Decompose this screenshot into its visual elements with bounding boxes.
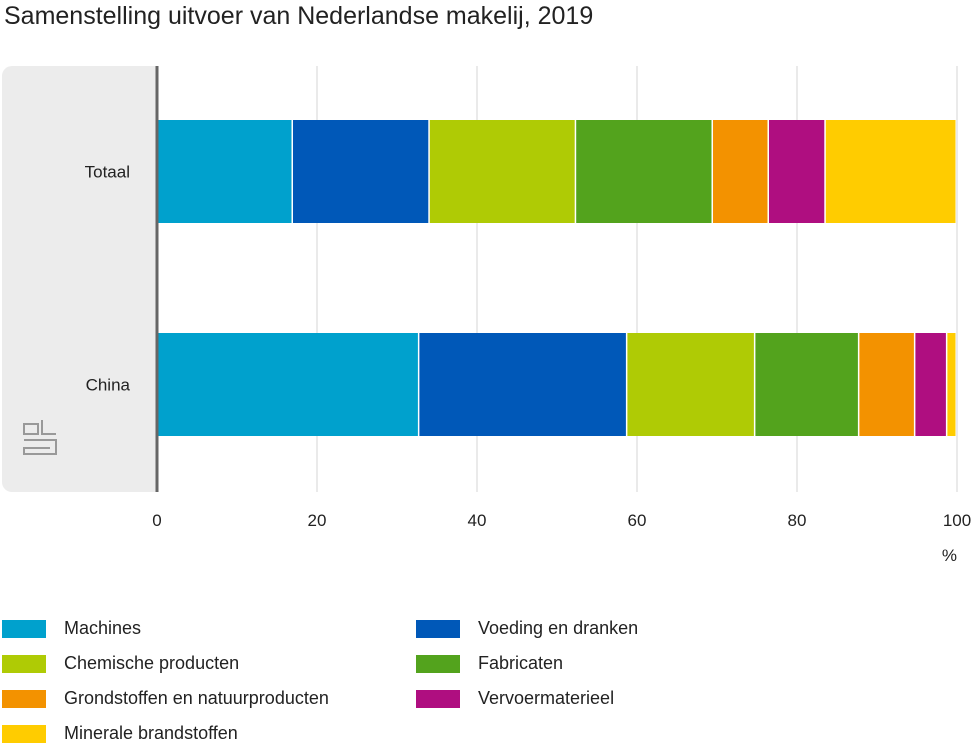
bar-segment[interactable] <box>419 333 626 436</box>
chart-plot: 0 20 40 60 80 100% Totaal China <box>23 66 971 565</box>
legend-item[interactable]: Machines <box>2 618 141 639</box>
legend-swatch <box>2 689 46 708</box>
bar-segment[interactable] <box>429 120 575 223</box>
x-axis-label: % <box>942 546 957 565</box>
legend-item[interactable]: Grondstoffen en natuurproducten <box>2 688 329 709</box>
bar-segment[interactable] <box>157 120 292 223</box>
x-tick-label: 60 <box>628 511 647 530</box>
legend-label: Minerale brandstoffen <box>64 723 238 743</box>
legend-swatch <box>416 689 460 708</box>
legend-label: Fabricaten <box>478 653 564 673</box>
legend-label: Chemische producten <box>64 653 240 673</box>
bar-segment[interactable] <box>755 333 858 436</box>
legend-item[interactable]: Fabricaten <box>416 653 563 674</box>
bar-segment[interactable] <box>627 333 754 436</box>
bar-segment[interactable] <box>576 120 712 223</box>
legend-label: Grondstoffen en natuurproducten <box>64 688 329 708</box>
chart-title: Samenstelling uitvoer van Nederlandse ma… <box>4 2 594 30</box>
bar-segment[interactable] <box>157 333 418 436</box>
bar-segment[interactable] <box>293 120 429 223</box>
legend-label: Voeding en dranken <box>478 618 639 638</box>
bar-segment[interactable] <box>915 333 946 436</box>
legend-label: Machines <box>64 618 142 638</box>
category-label: Totaal <box>85 163 130 182</box>
legend-swatch <box>2 724 46 743</box>
cbs-logo-icon <box>23 420 57 455</box>
x-tick-label: 20 <box>308 511 327 530</box>
legend-swatch <box>416 619 460 638</box>
legend-item[interactable]: Chemische producten <box>2 653 239 674</box>
legend-label: Vervoermaterieel <box>478 688 615 708</box>
category-axis-panel <box>2 66 158 492</box>
legend-item[interactable]: Vervoermaterieel <box>416 688 614 709</box>
category-label: China <box>86 376 131 395</box>
x-tick-label: 100 <box>943 511 971 530</box>
bar-segment[interactable] <box>859 333 914 436</box>
x-tick-label: 80 <box>788 511 807 530</box>
legend-item[interactable]: Minerale brandstoffen <box>2 723 238 744</box>
legend-swatch <box>2 619 46 638</box>
legend-swatch <box>416 654 460 673</box>
legend-swatch <box>2 654 46 673</box>
bar-segment[interactable] <box>769 120 825 223</box>
bar-segment[interactable] <box>825 120 956 223</box>
legend-item[interactable]: Voeding en dranken <box>416 618 638 639</box>
x-tick-label: 40 <box>468 511 487 530</box>
bar-segment[interactable] <box>947 333 956 436</box>
bar-segment[interactable] <box>713 120 768 223</box>
x-tick-label: 0 <box>152 511 161 530</box>
